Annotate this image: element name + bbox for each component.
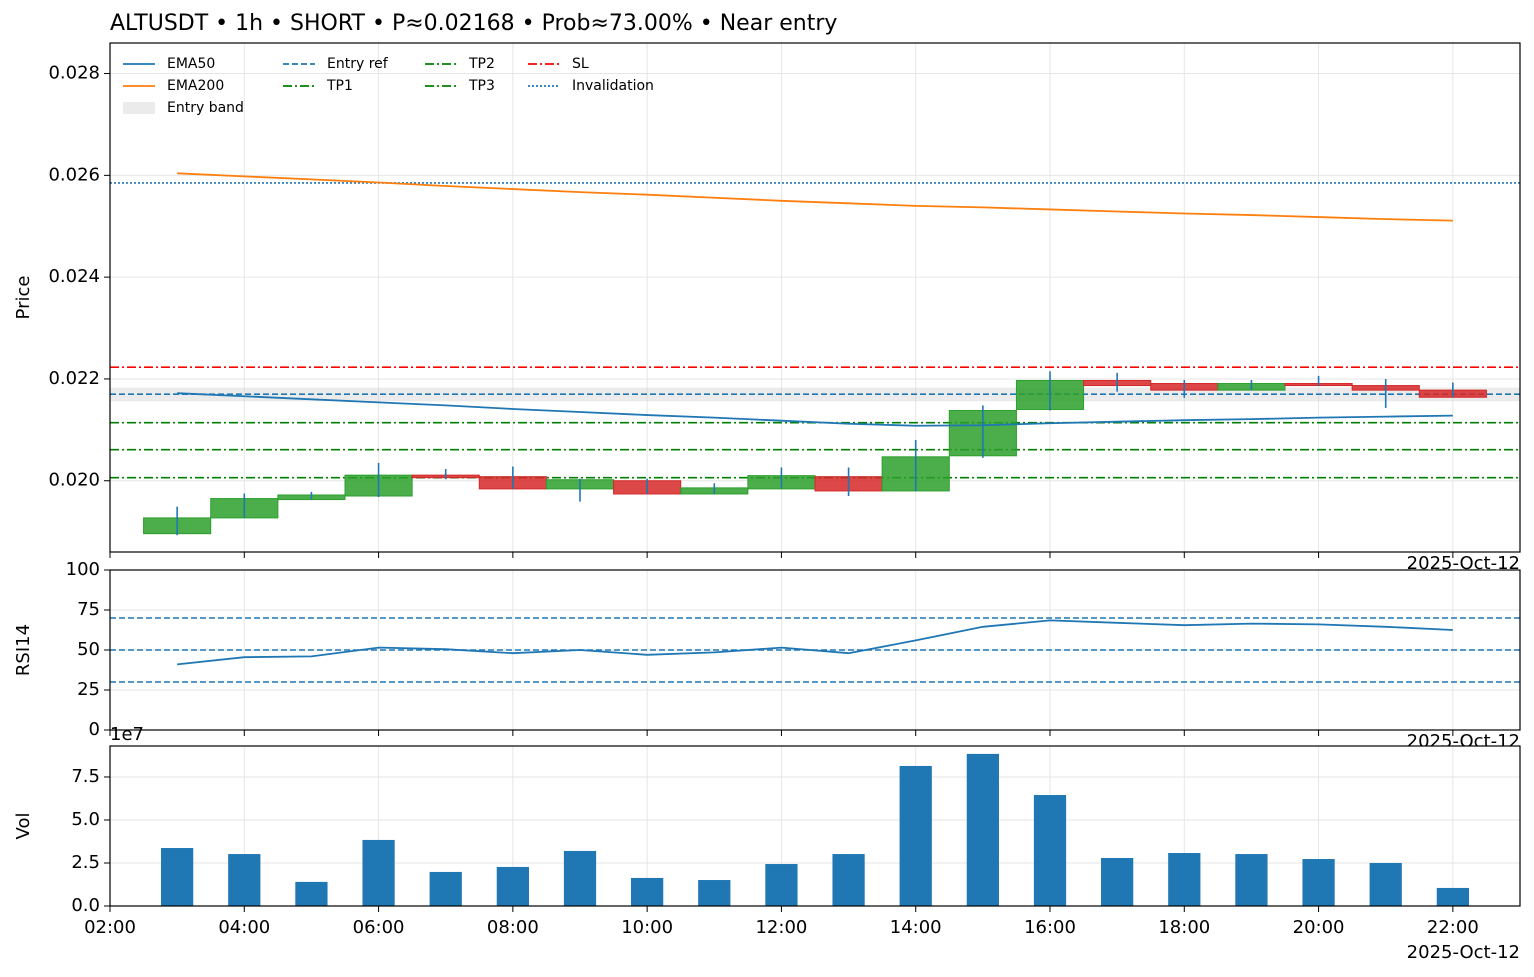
x-tick-label: 08:00 <box>487 917 539 938</box>
bar <box>295 881 328 906</box>
series-line <box>177 392 1453 427</box>
legend-swatch <box>123 102 155 114</box>
y-tick-label: 0.028 <box>48 63 100 84</box>
y-tick-label: 7.5 <box>71 766 100 787</box>
x-tick-label: 18:00 <box>1158 917 1210 938</box>
x-offset-label: 2025-Oct-12 <box>1407 553 1520 574</box>
panel-frame <box>109 569 1521 731</box>
y-tick-label: 50 <box>77 639 100 660</box>
x-tick-label: 06:00 <box>353 917 405 938</box>
legend-label: Entry ref <box>327 56 389 72</box>
x-tick-label: 20:00 <box>1293 917 1345 938</box>
bar <box>631 877 664 906</box>
y-tick-label: 0.020 <box>48 470 100 491</box>
bar <box>563 850 597 906</box>
x-tick-label: 14:00 <box>890 917 942 938</box>
bar <box>1033 795 1067 906</box>
y-tick-label: 75 <box>77 599 100 620</box>
y-tick-label: 25 <box>77 679 100 700</box>
legend-label: TP3 <box>468 78 495 94</box>
y-tick-label: 5.0 <box>71 809 100 830</box>
x-tick-label: 04:00 <box>218 917 270 938</box>
panel-background <box>110 43 1520 552</box>
bar <box>429 871 462 906</box>
bar <box>832 854 865 906</box>
bar <box>1101 858 1134 906</box>
chart-title: ALTUSDT • 1h • SHORT • P≈0.02168 • Prob≈… <box>110 11 837 36</box>
legend-label: TP2 <box>468 56 495 72</box>
offset-text: 1e7 <box>110 724 144 745</box>
x-tick-label: 10:00 <box>621 917 673 938</box>
bar <box>1436 887 1469 906</box>
x-tick-label: 22:00 <box>1427 917 1479 938</box>
x-offset-label: 2025-Oct-12 <box>1407 942 1520 963</box>
legend-label: SL <box>572 56 589 72</box>
bar <box>966 753 999 906</box>
y-tick-label: 0.0 <box>71 895 100 916</box>
y-axis-label: Vol <box>13 813 34 840</box>
bar <box>496 866 529 906</box>
legend-label: Entry band <box>167 100 244 116</box>
series-line <box>177 619 1453 666</box>
x-tick-label: 12:00 <box>755 917 807 938</box>
panel-frame <box>109 745 1521 907</box>
bar <box>765 864 798 906</box>
bar <box>1369 862 1402 906</box>
legend-label: TP1 <box>326 78 353 94</box>
y-tick-label: 0.026 <box>48 164 100 185</box>
legend-label: Invalidation <box>572 78 654 94</box>
legend-label: EMA200 <box>167 78 224 94</box>
y-axis-label: RSI14 <box>13 624 34 676</box>
y-tick-label: 0 <box>89 719 100 740</box>
bar <box>899 765 932 906</box>
bar <box>698 880 731 906</box>
y-tick-label: 100 <box>66 559 100 580</box>
bar <box>1235 854 1268 906</box>
panel-frame <box>109 42 1521 553</box>
bar <box>362 839 395 906</box>
bar <box>228 854 261 906</box>
y-axis-label: Price <box>13 276 34 320</box>
x-tick-label: 16:00 <box>1024 917 1076 938</box>
y-tick-label: 0.024 <box>48 266 100 287</box>
legend-label: EMA50 <box>167 56 215 72</box>
series-line <box>177 172 1453 222</box>
bar <box>1168 853 1201 906</box>
y-tick-label: 2.5 <box>71 852 100 873</box>
bar <box>1302 859 1335 906</box>
x-tick-label: 02:00 <box>84 917 136 938</box>
panel-background <box>110 746 1520 906</box>
y-tick-label: 0.022 <box>48 368 100 389</box>
bar <box>161 848 194 906</box>
